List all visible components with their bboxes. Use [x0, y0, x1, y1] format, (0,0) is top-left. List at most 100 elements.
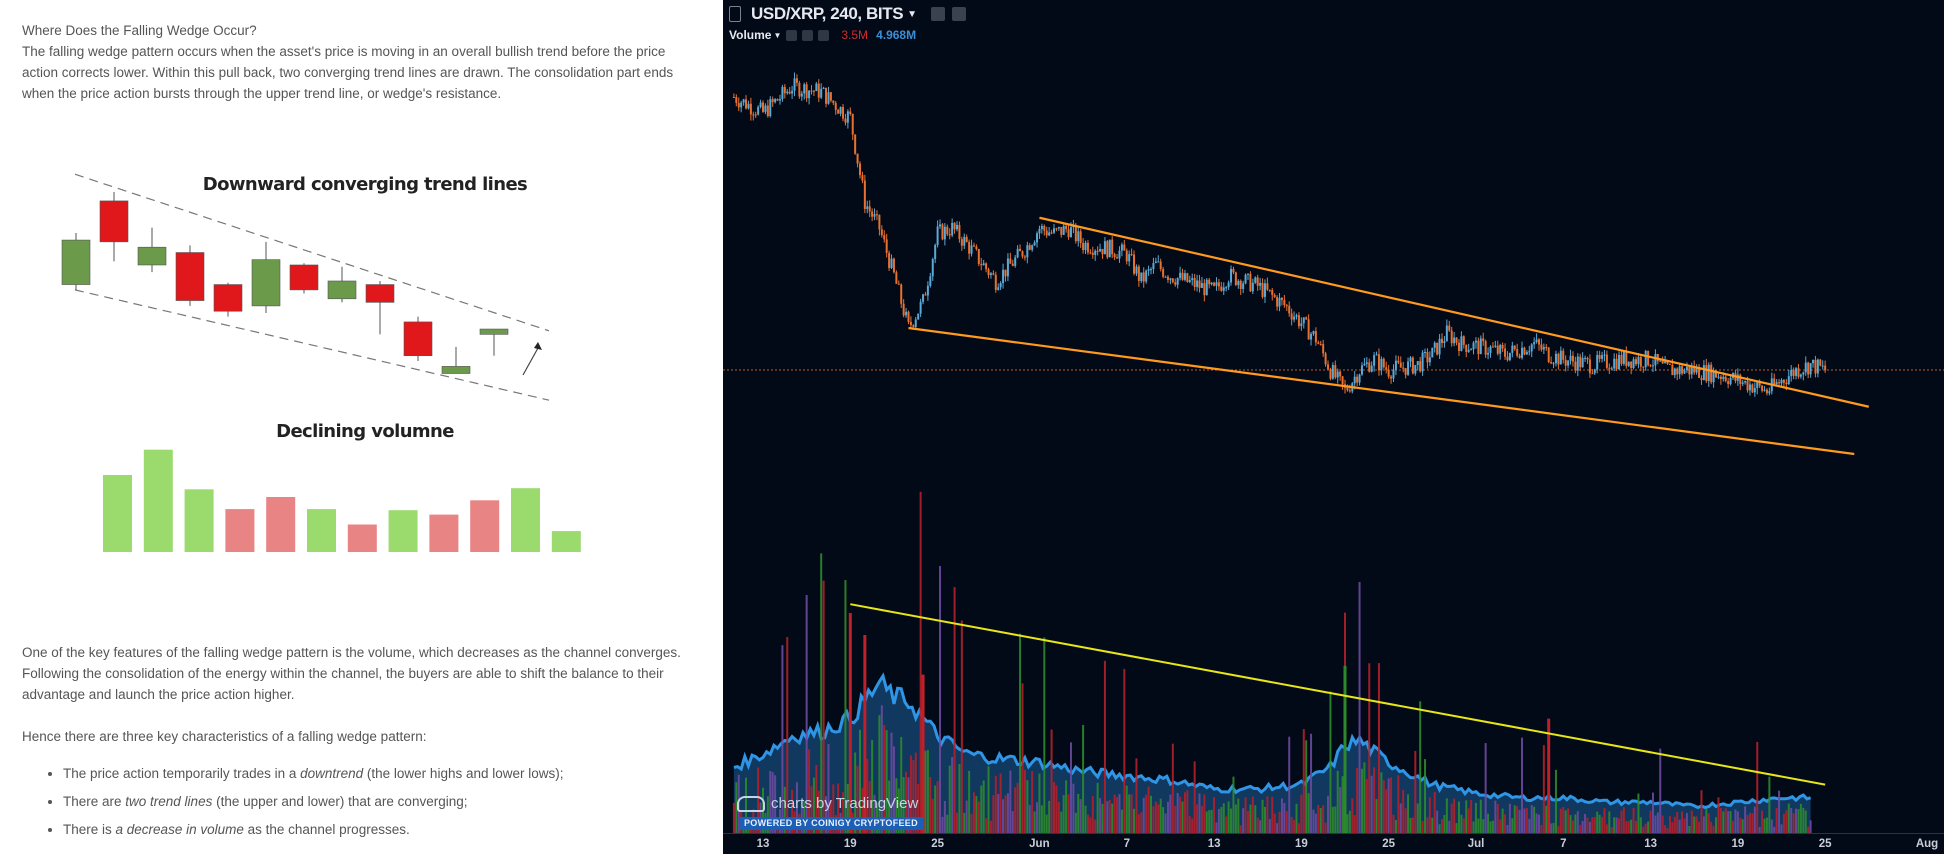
volume-bar [1050, 729, 1053, 833]
gear-icon[interactable] [802, 29, 814, 41]
volume-bar [1642, 826, 1645, 833]
volume-bar [810, 786, 813, 833]
price-candle [757, 106, 760, 115]
price-candle [1251, 282, 1254, 292]
volume-bar [1428, 797, 1431, 833]
price-candle [1821, 365, 1824, 367]
price-candle [1564, 359, 1567, 366]
volume-bar [1230, 808, 1233, 833]
price-candle [1358, 374, 1361, 383]
price-candle [912, 325, 915, 327]
volume-bar [1368, 663, 1371, 833]
diagram-candle [479, 328, 509, 335]
symbol-label[interactable]: USD/XRP, 240, BITS [751, 4, 904, 23]
volume-bar [1183, 792, 1186, 833]
volume-bar [1343, 665, 1347, 833]
price-candle [1424, 351, 1427, 353]
volume-bar [812, 777, 815, 833]
price-candle [1193, 278, 1196, 287]
price-candle [1220, 286, 1223, 291]
volume-label[interactable]: Volume [729, 28, 772, 42]
time-axis-tick-label: Jun [1029, 838, 1050, 850]
price-candle [1239, 280, 1242, 289]
volume-bar [1312, 809, 1315, 833]
price-candle [1414, 365, 1417, 374]
price-candle [1327, 364, 1330, 370]
volume-bar [1637, 793, 1640, 833]
price-candle [1533, 342, 1536, 345]
price-candle [1700, 377, 1703, 380]
price-candle [936, 226, 939, 246]
price-candle [1169, 278, 1172, 280]
volume-bar [1741, 819, 1744, 833]
close-icon[interactable] [818, 29, 830, 41]
volume-bar [1077, 793, 1080, 833]
price-candle [866, 206, 869, 209]
volume-bar [808, 749, 811, 833]
volume-bar [999, 773, 1002, 833]
volume-bar [941, 816, 944, 833]
volume-bar [1717, 797, 1720, 833]
price-candle [1763, 389, 1766, 391]
volume-bar [1795, 808, 1798, 833]
price-candle [1799, 374, 1802, 377]
chevron-down-icon[interactable]: ▼ [907, 8, 917, 20]
volume-bar [1620, 810, 1623, 833]
volume-bar [1489, 821, 1492, 833]
volume-bar [1365, 778, 1368, 833]
volume-bar [1758, 826, 1761, 833]
price-chart[interactable] [723, 0, 1944, 833]
volume-bar [1450, 803, 1453, 833]
price-candle [1050, 232, 1053, 234]
volume-bar [963, 812, 966, 833]
volume-bar [1200, 805, 1203, 833]
chevron-down-icon[interactable]: ▼ [773, 30, 782, 40]
volume-bar [795, 782, 798, 833]
price-candle [1797, 368, 1800, 377]
price-candle [1688, 366, 1691, 375]
volume-bar [783, 786, 786, 833]
price-candle [810, 90, 813, 92]
time-axis[interactable]: 13 19 25 Jun 7 13 19 25 Jul 7 13 19 25 Aug [723, 833, 1944, 854]
eye-icon[interactable] [786, 29, 798, 41]
volume-bar [1271, 796, 1274, 833]
volume-bar [1804, 810, 1807, 833]
price-candle [1441, 338, 1443, 344]
diagram-candles [61, 173, 550, 401]
diagram-volume-bar [225, 509, 255, 552]
eye-icon[interactable] [930, 7, 945, 21]
price-candle [1399, 362, 1402, 368]
price-candle [1150, 269, 1152, 271]
volume-bar [1584, 813, 1587, 833]
price-candle [1690, 366, 1693, 375]
price-candle [977, 249, 980, 265]
price-candle [1402, 367, 1405, 369]
price-candle [740, 102, 743, 108]
volume-bar [1002, 799, 1005, 833]
gear-icon[interactable] [951, 7, 966, 21]
price-candle [1009, 258, 1012, 264]
symbol-icon[interactable] [729, 6, 741, 22]
volume-bar [939, 566, 942, 833]
price-candle [825, 87, 828, 104]
volume-bar [1792, 813, 1795, 833]
price-candle [764, 105, 767, 112]
volume-bar [1176, 792, 1179, 833]
volume-bar [1108, 799, 1111, 833]
volume-bar [929, 777, 932, 833]
volume-bar [1455, 823, 1458, 833]
volume-bar [1722, 811, 1725, 833]
volume-bar [943, 800, 946, 833]
tradingview-chart[interactable]: USD/XRP, 240, BITS ▼ Volume ▼ 3.5M 4.968… [723, 0, 1944, 854]
volume-bar [1782, 813, 1785, 833]
volume-trendline [850, 603, 1826, 786]
price-candle [909, 321, 912, 326]
volume-bar [822, 580, 825, 833]
volume-bar [1072, 783, 1075, 833]
volume-bar [1479, 799, 1482, 833]
price-candle [1162, 269, 1165, 277]
price-candle [1438, 338, 1441, 355]
volume-bar [1331, 806, 1334, 833]
price-candle [1176, 277, 1179, 285]
price-candle [800, 93, 803, 97]
